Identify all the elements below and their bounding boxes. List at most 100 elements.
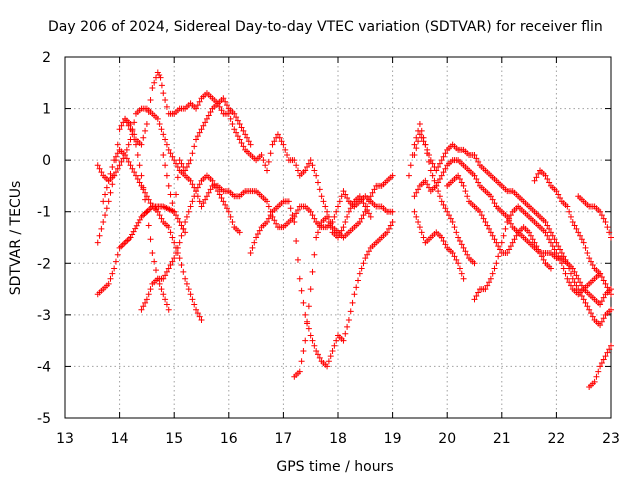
series-track-l bbox=[411, 131, 478, 267]
data-point bbox=[316, 186, 323, 193]
data-point bbox=[580, 296, 587, 303]
axis-ticks bbox=[64, 56, 612, 419]
data-point bbox=[358, 265, 365, 272]
data-point bbox=[555, 253, 562, 260]
data-point bbox=[531, 177, 538, 184]
data-point bbox=[207, 186, 214, 193]
data-point bbox=[216, 191, 223, 198]
data-point bbox=[600, 294, 607, 301]
data-point bbox=[100, 219, 107, 226]
data-point bbox=[571, 222, 578, 229]
data-point bbox=[165, 224, 172, 231]
data-point bbox=[547, 239, 554, 246]
data-point bbox=[333, 208, 340, 215]
data-point bbox=[193, 306, 200, 313]
data-point bbox=[142, 299, 149, 306]
data-point bbox=[325, 219, 332, 226]
data-point bbox=[291, 219, 298, 226]
x-tick-label: 16 bbox=[220, 431, 238, 447]
data-point bbox=[473, 176, 480, 183]
data-point bbox=[271, 138, 278, 145]
data-point bbox=[143, 193, 150, 200]
data-point bbox=[575, 275, 582, 282]
data-point bbox=[586, 255, 593, 262]
data-point bbox=[362, 203, 369, 210]
data-point bbox=[557, 194, 564, 201]
data-point bbox=[183, 213, 190, 220]
data-point bbox=[102, 191, 109, 198]
y-tick-label: -1 bbox=[37, 205, 51, 221]
data-point bbox=[309, 337, 316, 344]
data-point bbox=[109, 270, 116, 277]
data-point bbox=[356, 270, 363, 277]
data-point bbox=[538, 253, 545, 260]
data-point bbox=[133, 222, 140, 229]
series-track-e bbox=[122, 115, 172, 313]
data-point bbox=[311, 342, 318, 349]
data-point bbox=[436, 193, 443, 200]
y-tick-label: -3 bbox=[37, 308, 51, 324]
data-point bbox=[258, 151, 265, 158]
data-point bbox=[174, 244, 181, 251]
data-point bbox=[140, 303, 147, 310]
data-point bbox=[602, 353, 609, 360]
data-point bbox=[178, 222, 185, 229]
x-tick-label: 22 bbox=[547, 431, 565, 447]
data-point bbox=[196, 198, 203, 205]
data-point bbox=[147, 200, 154, 207]
data-point bbox=[424, 150, 431, 157]
data-point bbox=[415, 138, 422, 145]
data-point bbox=[597, 363, 604, 370]
data-point bbox=[555, 243, 562, 250]
data-point bbox=[460, 244, 467, 251]
data-point bbox=[365, 210, 372, 217]
data-point bbox=[244, 134, 250, 141]
data-point bbox=[509, 239, 516, 246]
data-point bbox=[296, 275, 303, 282]
data-point bbox=[160, 275, 167, 282]
data-point bbox=[282, 146, 289, 153]
data-point bbox=[496, 246, 503, 253]
data-point bbox=[182, 229, 189, 236]
data-point bbox=[176, 157, 183, 164]
data-point bbox=[345, 317, 352, 324]
data-point bbox=[309, 212, 316, 219]
data-point bbox=[453, 229, 460, 236]
x-tick-label: 15 bbox=[165, 431, 183, 447]
data-point bbox=[367, 213, 374, 220]
data-point bbox=[298, 287, 305, 294]
data-point bbox=[433, 167, 440, 174]
data-point bbox=[600, 277, 607, 284]
data-point bbox=[349, 201, 356, 208]
data-point bbox=[360, 212, 367, 219]
data-point bbox=[118, 122, 125, 129]
data-point bbox=[553, 239, 560, 246]
data-point bbox=[122, 238, 129, 245]
data-point bbox=[411, 151, 418, 158]
data-point bbox=[294, 206, 301, 213]
data-point bbox=[130, 228, 137, 235]
data-point bbox=[353, 284, 360, 291]
data-point bbox=[446, 212, 453, 219]
data-point bbox=[431, 177, 438, 184]
series-track-o bbox=[471, 203, 614, 303]
data-point bbox=[163, 141, 170, 148]
data-point bbox=[187, 177, 194, 184]
data-point bbox=[98, 169, 105, 176]
data-point bbox=[566, 265, 573, 272]
data-point bbox=[504, 219, 511, 226]
data-point bbox=[247, 249, 254, 256]
data-point bbox=[131, 136, 138, 143]
data-point bbox=[154, 115, 161, 122]
data-point bbox=[111, 265, 118, 272]
data-point bbox=[189, 296, 196, 303]
data-point bbox=[320, 198, 327, 205]
data-point bbox=[200, 200, 207, 207]
data-point bbox=[513, 232, 520, 239]
data-point bbox=[203, 193, 210, 200]
data-point bbox=[544, 232, 551, 239]
data-point bbox=[500, 232, 507, 239]
data-point bbox=[116, 126, 123, 133]
data-point bbox=[174, 164, 181, 171]
data-point bbox=[127, 234, 134, 241]
